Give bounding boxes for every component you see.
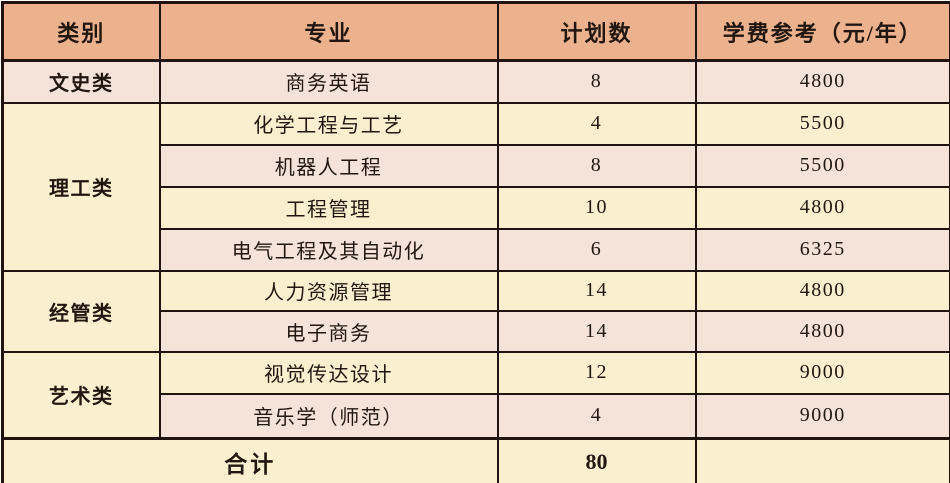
major-cell: 电子商务: [158, 309, 499, 353]
major-cell: 化学工程与工艺: [158, 101, 499, 146]
major-cell: 商务英语: [158, 59, 499, 104]
fee-cell: 5500: [694, 143, 950, 188]
plan-cell: 10: [496, 185, 697, 230]
plan-cell: 14: [496, 269, 697, 312]
table-row: 艺术类 视觉传达设计 12 9000: [1, 350, 950, 440]
major-cell: 工程管理: [158, 185, 499, 230]
major-cell: 人力资源管理: [158, 269, 499, 312]
table-row: 文史类 商务英语 8 4800: [1, 59, 950, 104]
total-label-cell: 合计: [1, 437, 499, 483]
fee-cell: 4800: [694, 269, 950, 312]
fee-cell: 5500: [694, 101, 950, 146]
table-row: 电气工程及其自动化 6 6325: [3, 227, 950, 272]
major-cell: 音乐学（师范）: [158, 392, 499, 440]
table-header-row: 类别 专业 计划数 学费参考（元/年）: [1, 1, 950, 62]
plan-cell: 6: [496, 227, 697, 272]
fee-cell: 4800: [694, 309, 950, 353]
category-cell-yishu: 艺术类: [1, 350, 161, 440]
major-cell: 机器人工程: [158, 143, 499, 188]
major-cell: 电气工程及其自动化: [158, 227, 499, 272]
plan-cell: 8: [496, 143, 697, 188]
header-cell-plan: 计划数: [496, 1, 697, 62]
fee-cell: 6325: [694, 227, 950, 272]
fee-cell: 4800: [694, 185, 950, 230]
total-row: 合计 80: [1, 437, 950, 483]
category-cell-ligong: 理工类: [1, 101, 161, 272]
fee-cell: 4800: [694, 59, 950, 104]
table-row: 理工类 化学工程与工艺 4 5500: [1, 101, 950, 272]
header-cell-fee: 学费参考（元/年）: [694, 1, 950, 62]
category-cell-jingguan: 经管类: [1, 269, 161, 353]
table-row: 电子商务 14 4800: [3, 309, 950, 353]
table-row: 工程管理 10 4800: [3, 185, 950, 230]
total-fee-cell: [694, 437, 950, 483]
header-cell-major: 专业: [158, 1, 499, 62]
fee-cell: 9000: [694, 350, 950, 395]
plan-cell: 4: [496, 392, 697, 440]
table-row: 经管类 人力资源管理 14 4800: [1, 269, 950, 353]
fee-cell: 9000: [694, 392, 950, 440]
table-row: 音乐学（师范） 4 9000: [3, 392, 950, 440]
major-cell: 视觉传达设计: [158, 350, 499, 395]
plan-cell: 4: [496, 101, 697, 146]
plan-cell: 12: [496, 350, 697, 395]
table-row: 机器人工程 8 5500: [3, 143, 950, 188]
plan-cell: 8: [496, 59, 697, 104]
total-plan-cell: 80: [496, 437, 697, 483]
header-cell-category: 类别: [1, 1, 161, 62]
plan-cell: 14: [496, 309, 697, 353]
category-cell-wenshi: 文史类: [1, 59, 161, 104]
